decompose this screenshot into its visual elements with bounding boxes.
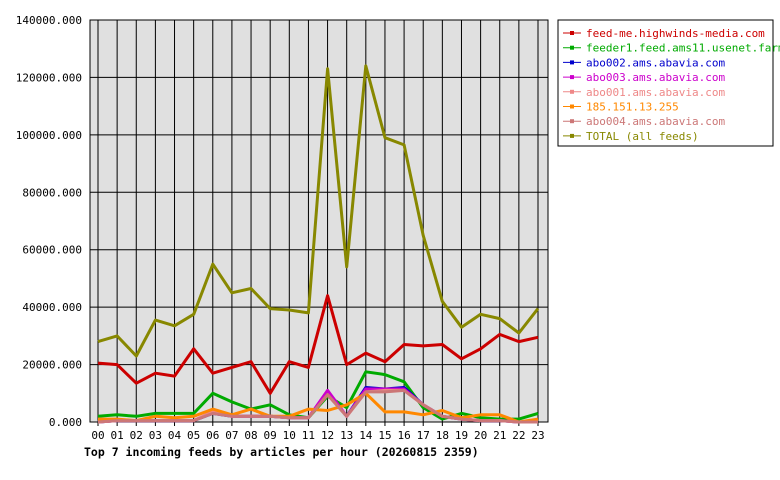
x-tick-label: 22 xyxy=(512,429,525,442)
y-tick-label: 120000.000 xyxy=(16,71,82,84)
x-tick-label: 05 xyxy=(187,429,200,442)
x-tick-label: 14 xyxy=(359,429,373,442)
legend-marker xyxy=(570,133,574,138)
series-line xyxy=(97,388,538,424)
y-tick-label: 40000.000 xyxy=(22,301,82,314)
series-line xyxy=(98,391,539,424)
legend-marker xyxy=(570,75,574,80)
series-line xyxy=(97,64,540,358)
legend-marker xyxy=(570,60,574,65)
legend-label: abo002.ams.abavia.com xyxy=(586,56,725,69)
legend-marker xyxy=(570,45,574,50)
x-tick-label: 00 xyxy=(91,429,104,442)
legend-label: feeder1.feed.ams11.usenet.farm xyxy=(586,42,780,55)
x-tick-label: 08 xyxy=(244,429,257,442)
y-tick-label: 20000.000 xyxy=(22,359,82,372)
chart-title: Top 7 incoming feeds by articles per hou… xyxy=(84,445,479,459)
x-tick-label: 17 xyxy=(417,429,430,442)
legend-marker xyxy=(570,31,574,35)
y-tick-label: 100000.000 xyxy=(16,129,82,142)
x-tick-label: 12 xyxy=(321,429,334,442)
x-tick-label: 07 xyxy=(225,429,238,442)
legend-label: abo003.ams.abavia.com xyxy=(586,71,725,84)
legend-box xyxy=(557,19,774,147)
legend-label: feed-me.highwinds-media.com xyxy=(586,27,765,40)
x-tick-label: 13 xyxy=(340,429,353,442)
legend: feed-me.highwinds-media.com feeder1.feed.… xyxy=(557,19,780,147)
y-tick-label: 140000.000 xyxy=(16,14,82,27)
x-tick-label: 02 xyxy=(130,429,143,442)
x-tick-label: 06 xyxy=(206,429,219,442)
legend-label: 185.151.13.255 xyxy=(586,101,679,114)
x-tick-label: 21 xyxy=(493,429,506,442)
legend-marker xyxy=(570,119,574,124)
x-tick-label: 09 xyxy=(264,429,277,442)
legend-label: TOTAL (all feeds) xyxy=(586,130,699,143)
x-tick-label: 01 xyxy=(111,429,124,442)
x-tick-label: 04 xyxy=(168,429,182,442)
y-tick-label: 60000.000 xyxy=(22,244,82,257)
legend-marker xyxy=(570,104,574,109)
series-lines xyxy=(97,64,540,424)
x-tick-label: 11 xyxy=(302,429,315,442)
y-tick-label: 0.000 xyxy=(49,416,82,429)
x-tick-label: 16 xyxy=(397,429,410,442)
plot-area xyxy=(89,19,549,423)
y-axis: 0.000 20000.000 40000.000 60000.000 80000.00… xyxy=(16,14,82,429)
x-tick-label: 19 xyxy=(455,429,468,442)
x-tick-label: 03 xyxy=(149,429,162,442)
legend-label: abo001.ams.abavia.com xyxy=(586,86,725,99)
x-tick-label: 10 xyxy=(283,429,296,442)
legend-label: abo004.ams.abavia.com xyxy=(586,115,725,128)
series-line xyxy=(97,294,539,395)
y-tick-label: 80000.000 xyxy=(22,186,82,199)
legend-marker xyxy=(570,89,574,94)
grid xyxy=(90,19,548,423)
x-tick-label: 15 xyxy=(378,429,391,442)
x-tick-label: 18 xyxy=(436,429,449,442)
x-tick-label: 23 xyxy=(531,429,544,442)
x-tick-label: 20 xyxy=(474,429,487,442)
x-axis: 00 01 02 03 04 05 06 07 08 09 10 11 12 13 14 15 16 17 18 19… xyxy=(91,422,545,442)
